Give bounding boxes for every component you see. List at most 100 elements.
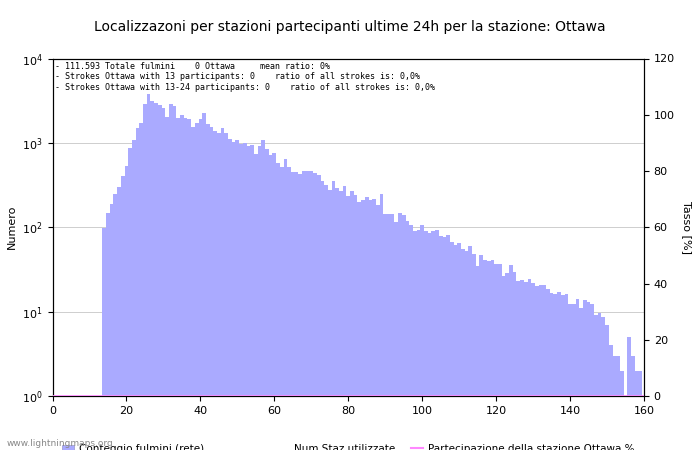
Bar [483,260,487,450]
Bar [313,173,317,450]
Y-axis label: Numero: Numero [6,205,16,249]
Bar [620,371,624,450]
Bar [239,144,243,450]
Bar [517,281,520,450]
Bar [150,101,154,450]
Bar [165,117,169,450]
Bar [191,127,195,450]
Bar [339,191,343,450]
Bar [398,213,402,450]
Bar [199,119,202,450]
Bar [258,145,261,450]
Bar [601,317,606,450]
Bar [317,176,321,450]
Bar [295,171,298,450]
Bar [350,191,354,450]
Bar [173,106,176,450]
Bar [280,167,284,450]
Bar [476,266,480,450]
Bar [209,126,214,450]
Bar [217,133,220,450]
Bar [612,356,616,450]
Bar [391,214,395,450]
Bar [254,154,258,450]
Bar [232,142,235,450]
Bar [358,202,361,450]
Bar [214,131,217,450]
Bar [594,315,598,450]
Bar [188,119,191,450]
Bar [435,230,439,450]
Bar [480,255,483,450]
Legend: Conteggio fulmini (rete), Conteggio fulmini stazione Ottawa, Num Staz utilizzate: Conteggio fulmini (rete), Conteggio fulm… [57,440,639,450]
Bar [531,283,535,450]
Text: - 111.593 Totale fulmini    0 Ottawa     mean ratio: 0%
- Strokes Ottawa with 13: - 111.593 Totale fulmini 0 Ottawa mean r… [55,62,435,92]
Bar [110,203,113,450]
Text: www.lightningmaps.org: www.lightningmaps.org [7,439,113,448]
Bar [125,166,128,450]
Bar [324,184,328,450]
Bar [424,231,428,450]
Bar [147,94,150,450]
Bar [376,205,379,450]
Bar [202,113,206,450]
Bar [113,194,117,450]
Bar [128,148,132,450]
Bar [132,140,136,450]
Bar [335,188,339,450]
Bar [442,238,446,450]
Bar [587,302,590,450]
Bar [583,300,587,450]
Bar [158,105,162,450]
Bar [431,231,435,450]
Bar [220,128,225,450]
Bar [472,254,476,450]
Bar [106,213,110,450]
Bar [265,148,269,450]
Bar [395,222,398,450]
Bar [580,308,583,450]
Bar [117,187,121,450]
Bar [410,225,413,450]
Bar [627,337,631,450]
Bar [457,243,461,450]
Bar [291,172,295,450]
Bar [502,275,505,450]
Bar [498,265,502,450]
Bar [154,103,158,450]
Bar [413,231,416,450]
Bar [524,282,528,450]
Bar [365,198,369,450]
Bar [454,245,457,450]
Bar [328,190,332,450]
Bar [405,221,409,450]
Bar [590,304,594,450]
Bar [638,371,642,450]
Bar [509,265,513,450]
Bar [616,356,620,450]
Bar [228,139,232,450]
Bar [465,251,468,450]
Bar [387,214,391,450]
Bar [343,186,346,450]
Bar [143,104,147,450]
Bar [606,325,609,450]
Bar [635,371,638,450]
Bar [298,175,302,450]
Bar [439,236,442,450]
Bar [513,272,517,450]
Bar [416,230,420,450]
Bar [369,200,372,450]
Bar [494,264,498,450]
Bar [272,153,276,450]
Y-axis label: Tasso [%]: Tasso [%] [682,201,692,254]
Bar [176,117,180,450]
Bar [169,104,173,450]
Bar [487,261,491,450]
Bar [361,200,365,450]
Bar [346,197,350,450]
Bar [136,128,139,450]
Bar [243,143,246,450]
Bar [542,284,546,450]
Bar [276,163,280,450]
